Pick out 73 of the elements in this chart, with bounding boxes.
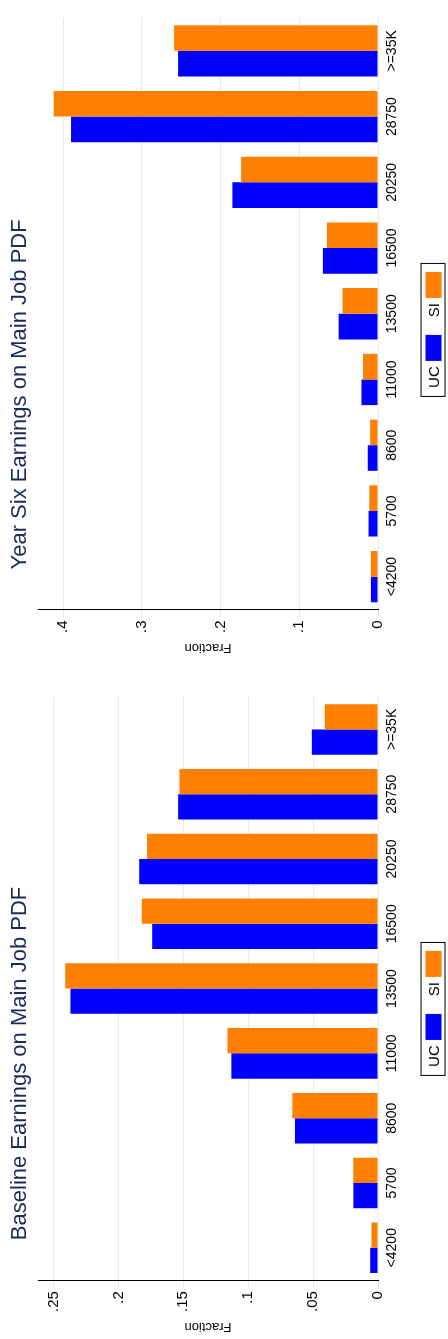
bar [363, 353, 378, 380]
bar [370, 419, 378, 446]
bar [338, 313, 378, 340]
bar [53, 90, 378, 117]
y-tick-label: >=35K [382, 29, 399, 72]
bar [370, 576, 378, 603]
y-tick-label: <4200 [382, 1227, 399, 1268]
bar [71, 116, 378, 143]
x-tick-label: .3 [132, 620, 150, 634]
y-tick-label: 20250 [382, 839, 399, 879]
bar [174, 25, 378, 51]
x-tick-label: .1 [289, 620, 307, 634]
bar [141, 898, 378, 924]
y-tick-label: 5700 [382, 1167, 399, 1199]
y-tick-label: 20250 [382, 162, 399, 202]
bar [368, 510, 378, 537]
bar [178, 794, 378, 820]
x-tick-label: .2 [210, 620, 228, 634]
bar [241, 156, 378, 183]
x-tick-label: .25 [43, 1291, 61, 1313]
bar [147, 833, 378, 859]
bar [324, 704, 378, 730]
bar [353, 1182, 378, 1209]
y-tick-label: 11000 [382, 360, 399, 399]
y-tick-label: <4200 [382, 556, 399, 597]
bar [179, 768, 378, 795]
bar [367, 445, 378, 471]
bar [152, 923, 378, 950]
y-tick-label: 11000 [382, 1034, 399, 1073]
text: Year Six Earnings on Main Job PDF [6, 219, 32, 570]
y-tick-label: 8600 [382, 1102, 399, 1134]
x-axis-title: Fraction [184, 641, 232, 657]
bar [231, 1053, 378, 1079]
bar [65, 963, 378, 989]
x-tick-label: 0 [368, 620, 386, 629]
y-tick-label: 13500 [382, 968, 399, 1009]
bar [361, 379, 378, 406]
y-tick-label: 8600 [382, 429, 399, 461]
legend-label: UC [424, 366, 442, 388]
bar [232, 182, 378, 208]
x-tick-label: .05 [303, 1291, 321, 1313]
bar [370, 551, 378, 577]
bar [342, 288, 378, 314]
y-tick-label: 5700 [382, 495, 399, 527]
bar [326, 222, 378, 249]
bar [227, 1028, 378, 1054]
bar [70, 988, 378, 1014]
x-tick-label: .2 [108, 1291, 126, 1304]
bar [139, 858, 378, 885]
bar [322, 248, 378, 274]
x-tick-label: .15 [173, 1291, 191, 1313]
bar [371, 1222, 378, 1248]
legend-label: SI [424, 303, 442, 318]
legend-label: UC [424, 1045, 442, 1067]
legend-label: SI [424, 982, 442, 997]
bar [369, 485, 378, 511]
y-tick-label: 28750 [382, 96, 399, 137]
bar [370, 1247, 378, 1274]
bar [178, 50, 378, 77]
y-tick-label: 13500 [382, 294, 399, 334]
bar [294, 1118, 378, 1144]
bar [311, 729, 378, 755]
y-tick-label: 16500 [382, 228, 399, 268]
bar [353, 1157, 378, 1183]
x-tick-label: .1 [238, 1291, 256, 1304]
bar [292, 1092, 378, 1119]
y-tick-label: >=35K [382, 708, 399, 751]
x-axis-title: Fraction [184, 1320, 232, 1336]
y-tick-label: 28750 [382, 774, 399, 814]
x-tick-label: .4 [53, 620, 71, 634]
y-tick-label: 16500 [382, 904, 399, 944]
text: Baseline Earnings on Main Job PDF [6, 886, 32, 1241]
x-tick-label: 0 [368, 1291, 386, 1300]
